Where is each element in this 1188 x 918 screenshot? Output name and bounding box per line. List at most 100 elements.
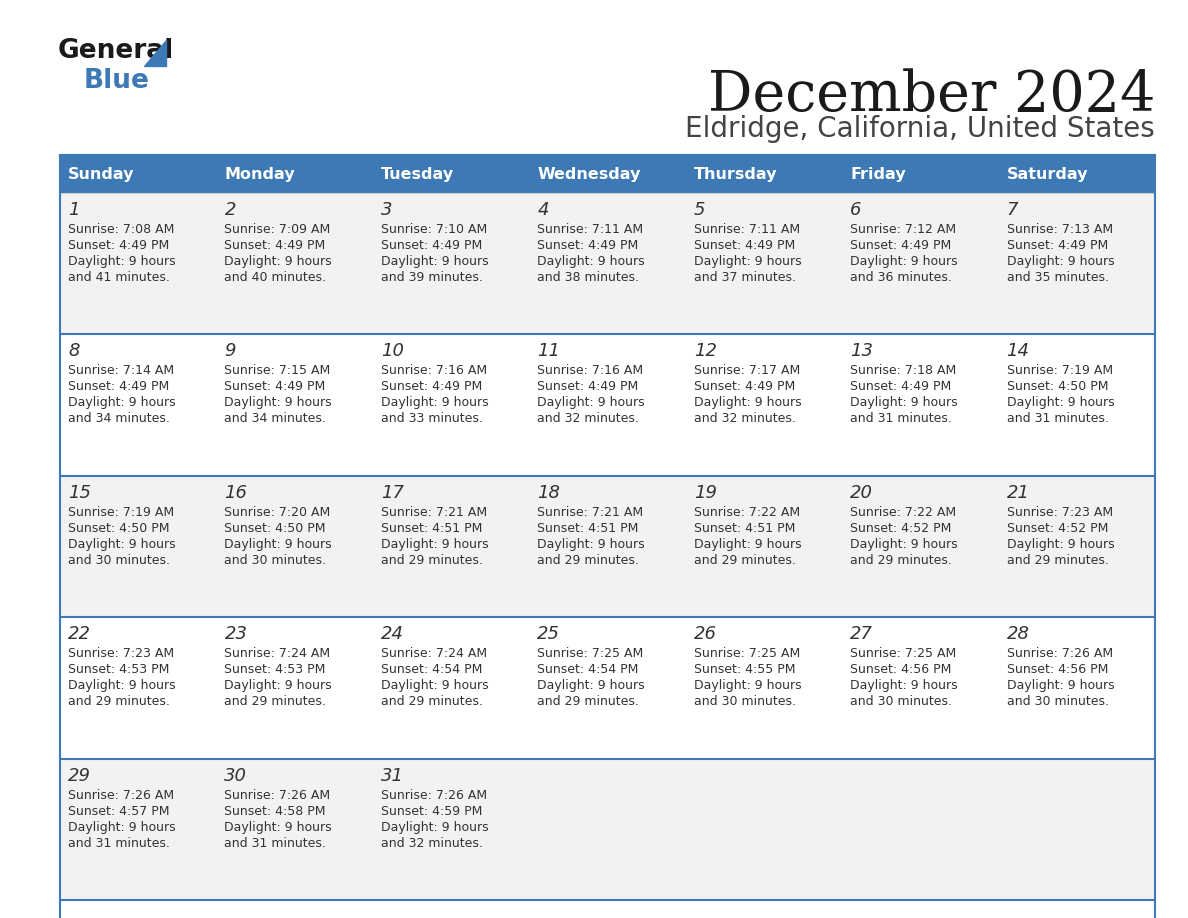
Text: Sunrise: 7:16 AM: Sunrise: 7:16 AM: [537, 364, 644, 377]
Text: General: General: [58, 38, 175, 64]
Bar: [61, 155, 1155, 918]
Text: Sunrise: 7:18 AM: Sunrise: 7:18 AM: [851, 364, 956, 377]
Text: Sunset: 4:59 PM: Sunset: 4:59 PM: [381, 804, 482, 818]
Text: and 35 minutes.: and 35 minutes.: [1006, 271, 1108, 284]
Text: and 29 minutes.: and 29 minutes.: [537, 695, 639, 708]
Text: Daylight: 9 hours: Daylight: 9 hours: [68, 538, 176, 551]
Polygon shape: [144, 40, 166, 66]
Bar: [530, 155, 685, 193]
Text: 25: 25: [537, 625, 561, 644]
Text: 6: 6: [851, 201, 861, 219]
Text: Sunset: 4:49 PM: Sunset: 4:49 PM: [537, 380, 638, 394]
Text: 12: 12: [694, 342, 716, 361]
Text: Sunrise: 7:08 AM: Sunrise: 7:08 AM: [68, 223, 175, 236]
Text: 13: 13: [851, 342, 873, 361]
Text: 15: 15: [68, 484, 91, 502]
Text: Sunrise: 7:17 AM: Sunrise: 7:17 AM: [694, 364, 800, 377]
Text: Daylight: 9 hours: Daylight: 9 hours: [225, 821, 333, 834]
Text: Sunset: 4:49 PM: Sunset: 4:49 PM: [225, 239, 326, 252]
Text: 23: 23: [225, 625, 247, 644]
Text: Sunrise: 7:15 AM: Sunrise: 7:15 AM: [225, 364, 330, 377]
Text: Sunset: 4:51 PM: Sunset: 4:51 PM: [694, 521, 795, 535]
Text: Sunrise: 7:25 AM: Sunrise: 7:25 AM: [694, 647, 800, 660]
Bar: [61, 155, 216, 193]
Text: Sunrise: 7:12 AM: Sunrise: 7:12 AM: [851, 223, 956, 236]
Text: Thursday: Thursday: [694, 166, 777, 182]
Text: 22: 22: [68, 625, 91, 644]
Text: and 39 minutes.: and 39 minutes.: [381, 271, 482, 284]
Text: and 29 minutes.: and 29 minutes.: [537, 554, 639, 566]
Text: and 31 minutes.: and 31 minutes.: [851, 412, 952, 425]
Text: and 29 minutes.: and 29 minutes.: [381, 695, 482, 708]
Text: Sunrise: 7:21 AM: Sunrise: 7:21 AM: [381, 506, 487, 519]
Text: Daylight: 9 hours: Daylight: 9 hours: [537, 255, 645, 268]
Text: and 29 minutes.: and 29 minutes.: [694, 554, 796, 566]
Text: and 30 minutes.: and 30 minutes.: [1006, 695, 1108, 708]
Text: and 30 minutes.: and 30 minutes.: [225, 554, 327, 566]
Text: and 36 minutes.: and 36 minutes.: [851, 271, 952, 284]
Text: and 32 minutes.: and 32 minutes.: [694, 412, 796, 425]
Text: Daylight: 9 hours: Daylight: 9 hours: [68, 679, 176, 692]
Text: and 38 minutes.: and 38 minutes.: [537, 271, 639, 284]
Text: Sunrise: 7:25 AM: Sunrise: 7:25 AM: [851, 647, 956, 660]
Text: Sunset: 4:49 PM: Sunset: 4:49 PM: [851, 380, 952, 394]
Text: Sunrise: 7:26 AM: Sunrise: 7:26 AM: [1006, 647, 1113, 660]
Text: Sunset: 4:50 PM: Sunset: 4:50 PM: [1006, 380, 1108, 394]
Text: 28: 28: [1006, 625, 1030, 644]
Text: 17: 17: [381, 484, 404, 502]
Text: Sunset: 4:49 PM: Sunset: 4:49 PM: [1006, 239, 1108, 252]
Text: and 30 minutes.: and 30 minutes.: [68, 554, 170, 566]
Text: 18: 18: [537, 484, 561, 502]
Text: 8: 8: [68, 342, 80, 361]
Text: Sunrise: 7:26 AM: Sunrise: 7:26 AM: [381, 789, 487, 801]
Text: Sunset: 4:51 PM: Sunset: 4:51 PM: [537, 521, 639, 535]
Text: Daylight: 9 hours: Daylight: 9 hours: [225, 397, 333, 409]
Text: 19: 19: [694, 484, 716, 502]
Text: Sunset: 4:58 PM: Sunset: 4:58 PM: [225, 804, 326, 818]
Text: Daylight: 9 hours: Daylight: 9 hours: [851, 255, 958, 268]
Text: Sunset: 4:52 PM: Sunset: 4:52 PM: [1006, 521, 1108, 535]
Text: Daylight: 9 hours: Daylight: 9 hours: [537, 679, 645, 692]
Text: Daylight: 9 hours: Daylight: 9 hours: [68, 397, 176, 409]
Text: Daylight: 9 hours: Daylight: 9 hours: [1006, 538, 1114, 551]
Text: Sunrise: 7:26 AM: Sunrise: 7:26 AM: [68, 789, 175, 801]
Text: 30: 30: [225, 767, 247, 785]
Bar: [61, 617, 1155, 758]
Text: Sunrise: 7:20 AM: Sunrise: 7:20 AM: [225, 506, 330, 519]
Bar: [685, 155, 842, 193]
Bar: [61, 758, 1155, 900]
Text: Daylight: 9 hours: Daylight: 9 hours: [225, 255, 333, 268]
Text: Daylight: 9 hours: Daylight: 9 hours: [381, 255, 488, 268]
Text: 5: 5: [694, 201, 706, 219]
Text: Sunset: 4:52 PM: Sunset: 4:52 PM: [851, 521, 952, 535]
Text: 21: 21: [1006, 484, 1030, 502]
Text: Sunrise: 7:19 AM: Sunrise: 7:19 AM: [68, 506, 175, 519]
Text: Daylight: 9 hours: Daylight: 9 hours: [225, 679, 333, 692]
Text: Daylight: 9 hours: Daylight: 9 hours: [381, 538, 488, 551]
Text: Daylight: 9 hours: Daylight: 9 hours: [68, 821, 176, 834]
Text: Daylight: 9 hours: Daylight: 9 hours: [381, 397, 488, 409]
Text: and 34 minutes.: and 34 minutes.: [225, 412, 327, 425]
Text: Sunset: 4:56 PM: Sunset: 4:56 PM: [1006, 663, 1108, 677]
Text: Sunday: Sunday: [68, 166, 134, 182]
Text: Sunset: 4:49 PM: Sunset: 4:49 PM: [694, 380, 795, 394]
Bar: [842, 155, 999, 193]
Text: Sunset: 4:51 PM: Sunset: 4:51 PM: [381, 521, 482, 535]
Text: Daylight: 9 hours: Daylight: 9 hours: [1006, 397, 1114, 409]
Text: December 2024: December 2024: [708, 68, 1155, 123]
Text: Sunrise: 7:25 AM: Sunrise: 7:25 AM: [537, 647, 644, 660]
Text: Sunset: 4:49 PM: Sunset: 4:49 PM: [381, 380, 482, 394]
Text: Sunset: 4:54 PM: Sunset: 4:54 PM: [381, 663, 482, 677]
Text: Daylight: 9 hours: Daylight: 9 hours: [694, 397, 802, 409]
Text: 20: 20: [851, 484, 873, 502]
Text: Sunset: 4:49 PM: Sunset: 4:49 PM: [68, 380, 169, 394]
Text: Sunrise: 7:23 AM: Sunrise: 7:23 AM: [68, 647, 175, 660]
Text: Sunset: 4:56 PM: Sunset: 4:56 PM: [851, 663, 952, 677]
Text: Sunset: 4:54 PM: Sunset: 4:54 PM: [537, 663, 639, 677]
Text: Sunrise: 7:14 AM: Sunrise: 7:14 AM: [68, 364, 175, 377]
Text: Daylight: 9 hours: Daylight: 9 hours: [537, 538, 645, 551]
Text: and 30 minutes.: and 30 minutes.: [851, 695, 952, 708]
Text: 1: 1: [68, 201, 80, 219]
Text: Sunset: 4:49 PM: Sunset: 4:49 PM: [68, 239, 169, 252]
Text: Sunset: 4:49 PM: Sunset: 4:49 PM: [225, 380, 326, 394]
